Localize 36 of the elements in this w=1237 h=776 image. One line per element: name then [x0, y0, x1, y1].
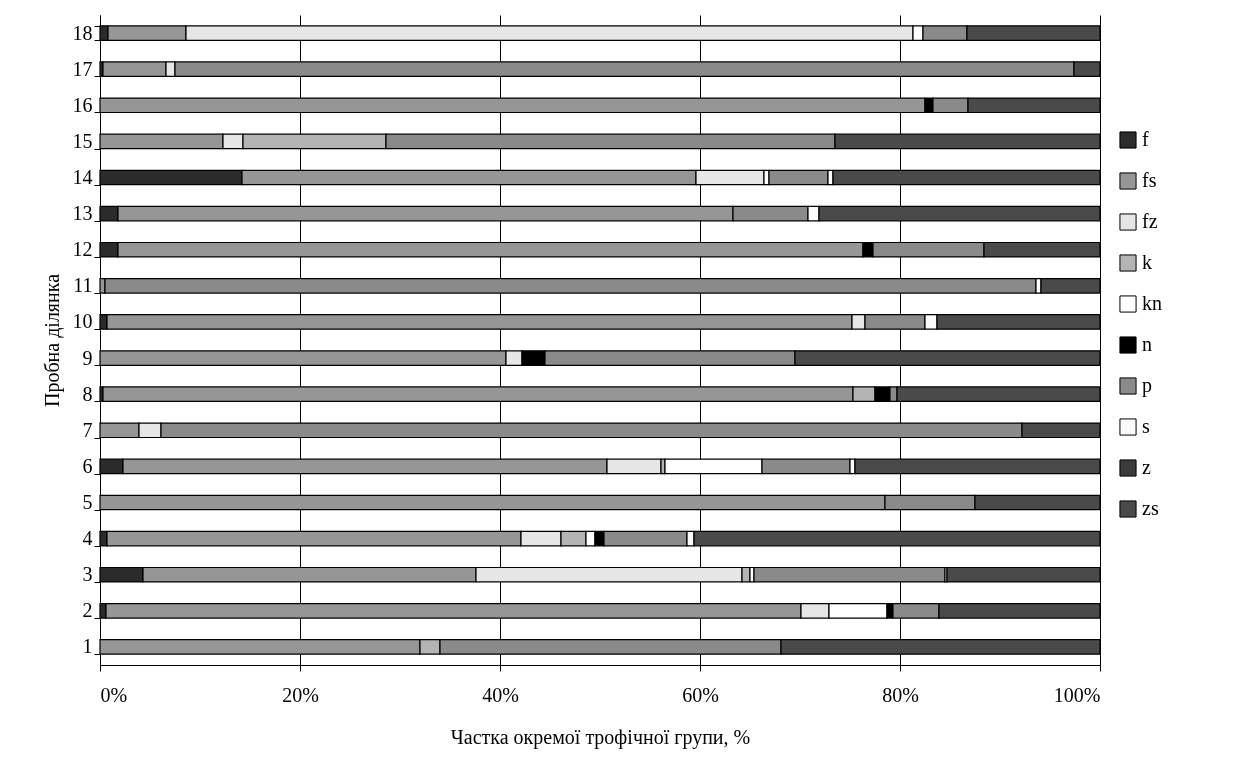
y-tick-label: 4 [82, 527, 93, 550]
y-tick-label: 3 [82, 563, 93, 586]
y-tick-label: 2 [82, 599, 93, 622]
y-tick-label: 1 [82, 635, 93, 658]
y-tick-label: 7 [82, 418, 93, 441]
x-tick-label: 0% [100, 683, 128, 706]
x-tick-label: 40% [482, 683, 519, 706]
y-tick-label: 13 [72, 202, 93, 225]
y-tick-label: 9 [82, 346, 93, 369]
legend-label: s [1142, 415, 1150, 437]
y-tick-label: 10 [72, 310, 93, 333]
y-tick-label: 11 [73, 274, 93, 297]
legend-label: k [1142, 251, 1152, 273]
y-tick-label: 6 [82, 454, 93, 477]
y-tick-label: 18 [72, 21, 93, 44]
x-tick-label: 80% [882, 683, 919, 706]
y-tick-label: 16 [72, 93, 93, 116]
y-tick-label: 8 [82, 382, 93, 405]
y-axis-title: Пробна ділянка [40, 273, 64, 408]
x-tick-label: 100% [1053, 683, 1101, 706]
y-tick-label: 15 [72, 129, 93, 152]
x-axis-title: Частка окремої трофічної групи, % [450, 725, 751, 749]
y-tick-label: 5 [82, 491, 93, 513]
legend-label: f [1142, 128, 1149, 150]
legend-label: fz [1142, 210, 1158, 232]
legend-label: p [1142, 374, 1152, 397]
legend-label: fs [1142, 169, 1157, 191]
legend-label: kn [1142, 292, 1162, 314]
legend-label: zs [1142, 497, 1159, 519]
y-tick-label: 12 [72, 238, 93, 261]
legend-label: n [1142, 333, 1152, 355]
y-tick-label: 14 [72, 166, 93, 188]
y-tick-label: 17 [72, 57, 93, 80]
x-tick-label: 60% [682, 683, 719, 706]
legend-label: z [1142, 456, 1151, 478]
x-tick-label: 20% [282, 683, 319, 706]
